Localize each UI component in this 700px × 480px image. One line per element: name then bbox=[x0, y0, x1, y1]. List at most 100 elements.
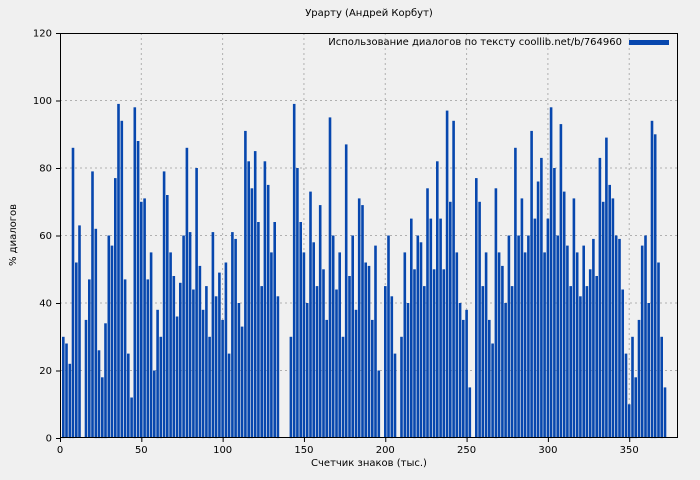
bar bbox=[475, 178, 478, 438]
y-tick-label: 80 bbox=[39, 164, 52, 175]
bar bbox=[110, 245, 114, 438]
bar bbox=[455, 252, 459, 438]
bar bbox=[517, 235, 520, 438]
bar bbox=[201, 309, 205, 439]
bar bbox=[393, 353, 397, 438]
bar bbox=[562, 191, 566, 438]
legend: Использование диалогов по тексту coollib… bbox=[328, 37, 669, 48]
bar bbox=[78, 225, 81, 438]
bar bbox=[507, 235, 511, 438]
bar bbox=[162, 171, 166, 438]
bar bbox=[123, 279, 127, 438]
bar bbox=[601, 201, 605, 439]
bar bbox=[650, 120, 654, 439]
bar bbox=[136, 141, 140, 438]
bar bbox=[543, 252, 546, 438]
bar bbox=[663, 387, 667, 438]
bar bbox=[214, 296, 218, 439]
bar bbox=[403, 252, 407, 438]
bar bbox=[400, 336, 403, 439]
bar bbox=[127, 353, 130, 438]
bar bbox=[185, 147, 189, 439]
bar bbox=[114, 178, 117, 438]
bar bbox=[462, 319, 465, 438]
bar bbox=[211, 232, 215, 438]
bar bbox=[140, 201, 143, 439]
bar bbox=[530, 130, 533, 438]
bar bbox=[361, 205, 364, 438]
bar bbox=[481, 286, 485, 438]
bar bbox=[520, 198, 524, 438]
bar bbox=[221, 319, 224, 438]
bar bbox=[374, 245, 377, 438]
bar bbox=[540, 157, 543, 438]
bar bbox=[71, 147, 75, 439]
bar bbox=[579, 296, 582, 439]
bar bbox=[640, 245, 644, 438]
bar bbox=[514, 147, 517, 439]
bar bbox=[621, 289, 624, 438]
bar bbox=[582, 245, 585, 438]
bar bbox=[458, 303, 462, 438]
legend-label: Использование диалогов по тексту coollib… bbox=[328, 37, 622, 48]
bar bbox=[387, 235, 390, 438]
bar bbox=[592, 238, 595, 438]
bar bbox=[270, 252, 273, 438]
bar bbox=[192, 289, 195, 438]
bar bbox=[169, 252, 172, 438]
bar bbox=[91, 171, 94, 438]
bar bbox=[299, 222, 302, 438]
bar bbox=[527, 235, 530, 438]
bar bbox=[276, 296, 280, 439]
bar bbox=[143, 198, 146, 438]
plot-border bbox=[60, 33, 678, 438]
bar bbox=[491, 343, 494, 438]
bar bbox=[406, 303, 410, 438]
bar bbox=[289, 336, 293, 439]
bar bbox=[488, 319, 491, 438]
bar bbox=[660, 336, 663, 439]
bar bbox=[419, 242, 423, 439]
bar bbox=[130, 397, 133, 438]
bar bbox=[410, 218, 413, 438]
bar bbox=[84, 319, 88, 438]
bar bbox=[260, 286, 263, 438]
x-tick-label: 300 bbox=[538, 445, 557, 456]
bar bbox=[614, 235, 618, 438]
bar bbox=[423, 286, 426, 438]
bar bbox=[497, 252, 501, 438]
bar bbox=[237, 303, 241, 438]
bar bbox=[348, 276, 351, 438]
bar bbox=[351, 235, 354, 438]
bar bbox=[68, 363, 72, 439]
bar bbox=[354, 309, 358, 439]
bar bbox=[179, 282, 182, 439]
bar bbox=[533, 218, 537, 438]
bar bbox=[647, 303, 650, 438]
bar bbox=[172, 276, 176, 438]
bar bbox=[315, 286, 319, 438]
bar bbox=[432, 269, 436, 439]
bar bbox=[120, 120, 124, 439]
bar bbox=[468, 387, 472, 438]
bar bbox=[344, 144, 348, 438]
bar bbox=[572, 198, 576, 438]
legend-swatch bbox=[629, 40, 669, 45]
bar bbox=[452, 120, 455, 439]
bar bbox=[637, 319, 641, 438]
bar bbox=[585, 286, 589, 438]
x-tick-label: 50 bbox=[135, 445, 148, 456]
bar bbox=[107, 235, 111, 438]
bar bbox=[65, 343, 68, 438]
bar bbox=[549, 107, 553, 439]
bar bbox=[341, 336, 345, 439]
bar bbox=[166, 195, 169, 438]
bar bbox=[292, 103, 296, 439]
bar bbox=[605, 137, 608, 438]
bar bbox=[104, 323, 107, 439]
bar bbox=[247, 161, 250, 439]
bar bbox=[598, 157, 602, 438]
bar bbox=[208, 336, 211, 439]
